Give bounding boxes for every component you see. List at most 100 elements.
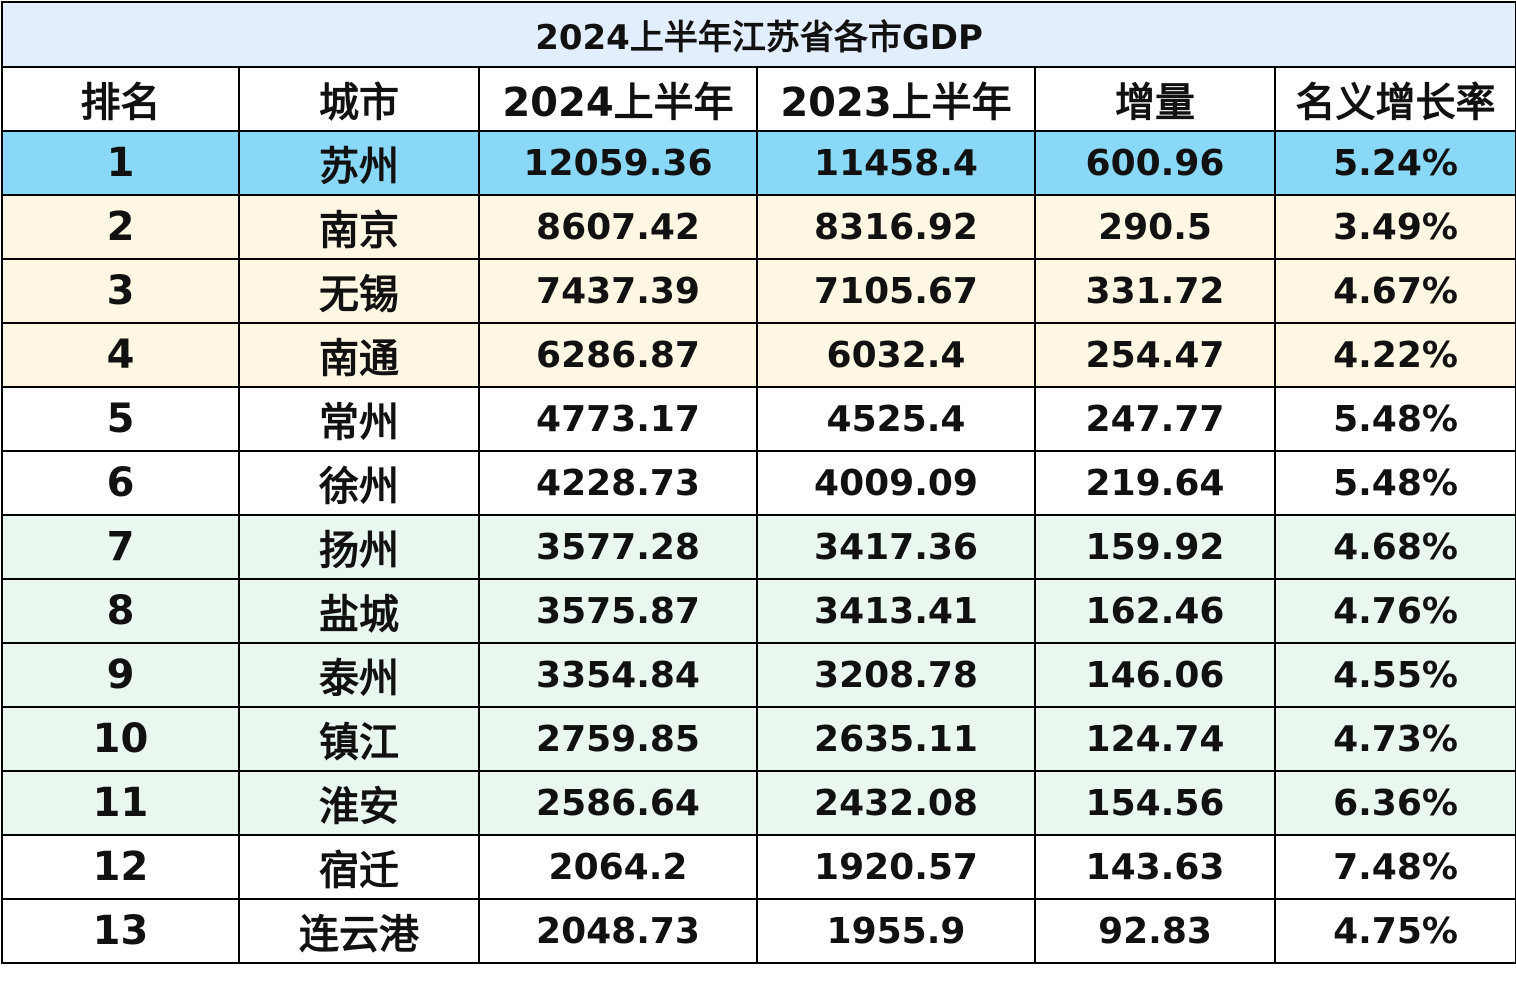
table-row: 9 泰州 3354.84 3208.78 146.06 4.55% <box>1 642 1516 708</box>
table-row: 7 扬州 3577.28 3417.36 159.92 4.68% <box>1 514 1516 580</box>
gdp-2024h1-cell: 4228.73 <box>478 450 758 516</box>
city-cell: 南通 <box>238 322 480 388</box>
growth-rate-cell: 5.24% <box>1273 130 1516 196</box>
rank-cell: 1 <box>1 130 240 196</box>
increase-cell: 247.77 <box>1034 386 1276 452</box>
growth-rate-cell: 4.75% <box>1273 898 1516 964</box>
city-cell: 盐城 <box>238 578 480 644</box>
rank-cell: 9 <box>1 642 240 708</box>
column-header-city: 城市 <box>238 66 480 132</box>
table-row: 5 常州 4773.17 4525.4 247.77 5.48% <box>1 386 1516 452</box>
increase-cell: 154.56 <box>1034 770 1276 836</box>
column-header-rank: 排名 <box>1 66 240 132</box>
title-row: 2024上半年江苏省各市GDP <box>0 1 1516 68</box>
rank-cell: 7 <box>1 514 240 580</box>
gdp-2023h1-cell: 6032.4 <box>756 322 1036 388</box>
gdp-2024h1-cell: 2759.85 <box>478 706 758 772</box>
growth-rate-cell: 4.67% <box>1273 258 1516 324</box>
gdp-2023h1-cell: 4525.4 <box>756 386 1036 452</box>
table-title: 2024上半年江苏省各市GDP <box>0 1 1516 68</box>
growth-rate-cell: 5.48% <box>1273 450 1516 516</box>
city-cell: 常州 <box>238 386 480 452</box>
gdp-2023h1-cell: 7105.67 <box>756 258 1036 324</box>
city-cell: 泰州 <box>238 642 480 708</box>
gdp-2023h1-cell: 2432.08 <box>756 770 1036 836</box>
rank-cell: 11 <box>1 770 240 836</box>
growth-rate-cell: 4.22% <box>1273 322 1516 388</box>
rank-cell: 6 <box>1 450 240 516</box>
column-header-2024h1: 2024上半年 <box>478 66 758 132</box>
increase-cell: 143.63 <box>1034 834 1276 900</box>
increase-cell: 600.96 <box>1034 130 1276 196</box>
increase-cell: 159.92 <box>1034 514 1276 580</box>
column-header-growth: 名义增长率 <box>1273 66 1516 132</box>
city-cell: 连云港 <box>238 898 480 964</box>
table-row: 11 淮安 2586.64 2432.08 154.56 6.36% <box>1 770 1516 836</box>
table-body: 1 苏州 12059.36 11458.4 600.96 5.24% 2 南京 … <box>1 130 1516 964</box>
gdp-2023h1-cell: 3413.41 <box>756 578 1036 644</box>
city-cell: 无锡 <box>238 258 480 324</box>
city-cell: 徐州 <box>238 450 480 516</box>
table-row: 3 无锡 7437.39 7105.67 331.72 4.67% <box>1 258 1516 324</box>
city-cell: 淮安 <box>238 770 480 836</box>
gdp-2024h1-cell: 3575.87 <box>478 578 758 644</box>
rank-cell: 3 <box>1 258 240 324</box>
growth-rate-cell: 4.73% <box>1273 706 1516 772</box>
growth-rate-cell: 7.48% <box>1273 834 1516 900</box>
gdp-2024h1-cell: 2586.64 <box>478 770 758 836</box>
gdp-2023h1-cell: 1920.57 <box>756 834 1036 900</box>
growth-rate-cell: 6.36% <box>1273 770 1516 836</box>
gdp-2024h1-cell: 12059.36 <box>478 130 758 196</box>
column-header-2023h1: 2023上半年 <box>756 66 1036 132</box>
table-row: 2 南京 8607.42 8316.92 290.5 3.49% <box>1 194 1516 260</box>
gdp-2024h1-cell: 7437.39 <box>478 258 758 324</box>
gdp-2023h1-cell: 8316.92 <box>756 194 1036 260</box>
gdp-2024h1-cell: 8607.42 <box>478 194 758 260</box>
increase-cell: 254.47 <box>1034 322 1276 388</box>
gdp-2024h1-cell: 2064.2 <box>478 834 758 900</box>
table-row: 12 宿迁 2064.2 1920.57 143.63 7.48% <box>1 834 1516 900</box>
rank-cell: 12 <box>1 834 240 900</box>
rank-cell: 13 <box>1 898 240 964</box>
column-header-increase: 增量 <box>1034 66 1276 132</box>
city-cell: 扬州 <box>238 514 480 580</box>
gdp-2023h1-cell: 11458.4 <box>756 130 1036 196</box>
increase-cell: 124.74 <box>1034 706 1276 772</box>
rank-cell: 4 <box>1 322 240 388</box>
city-cell: 镇江 <box>238 706 480 772</box>
table-row: 13 连云港 2048.73 1955.9 92.83 4.75% <box>1 898 1516 964</box>
growth-rate-cell: 5.48% <box>1273 386 1516 452</box>
gdp-2023h1-cell: 4009.09 <box>756 450 1036 516</box>
growth-rate-cell: 3.49% <box>1273 194 1516 260</box>
growth-rate-cell: 4.55% <box>1273 642 1516 708</box>
gdp-2024h1-cell: 2048.73 <box>478 898 758 964</box>
table-row: 4 南通 6286.87 6032.4 254.47 4.22% <box>1 322 1516 388</box>
gdp-2023h1-cell: 3417.36 <box>756 514 1036 580</box>
increase-cell: 162.46 <box>1034 578 1276 644</box>
gdp-table: 2024上半年江苏省各市GDP 排名 城市 2024上半年 2023上半年 增量… <box>0 1 1516 964</box>
increase-cell: 290.5 <box>1034 194 1276 260</box>
table-row: 1 苏州 12059.36 11458.4 600.96 5.24% <box>1 130 1516 196</box>
increase-cell: 219.64 <box>1034 450 1276 516</box>
table-row: 8 盐城 3575.87 3413.41 162.46 4.76% <box>1 578 1516 644</box>
rank-cell: 8 <box>1 578 240 644</box>
table-row: 10 镇江 2759.85 2635.11 124.74 4.73% <box>1 706 1516 772</box>
gdp-2024h1-cell: 4773.17 <box>478 386 758 452</box>
rank-cell: 5 <box>1 386 240 452</box>
gdp-2023h1-cell: 2635.11 <box>756 706 1036 772</box>
increase-cell: 146.06 <box>1034 642 1276 708</box>
gdp-2023h1-cell: 1955.9 <box>756 898 1036 964</box>
gdp-2024h1-cell: 3354.84 <box>478 642 758 708</box>
header-row: 排名 城市 2024上半年 2023上半年 增量 名义增长率 <box>1 66 1516 132</box>
gdp-2023h1-cell: 3208.78 <box>756 642 1036 708</box>
city-cell: 宿迁 <box>238 834 480 900</box>
gdp-2024h1-cell: 6286.87 <box>478 322 758 388</box>
rank-cell: 2 <box>1 194 240 260</box>
rank-cell: 10 <box>1 706 240 772</box>
table-row: 6 徐州 4228.73 4009.09 219.64 5.48% <box>1 450 1516 516</box>
city-cell: 苏州 <box>238 130 480 196</box>
growth-rate-cell: 4.76% <box>1273 578 1516 644</box>
growth-rate-cell: 4.68% <box>1273 514 1516 580</box>
increase-cell: 331.72 <box>1034 258 1276 324</box>
